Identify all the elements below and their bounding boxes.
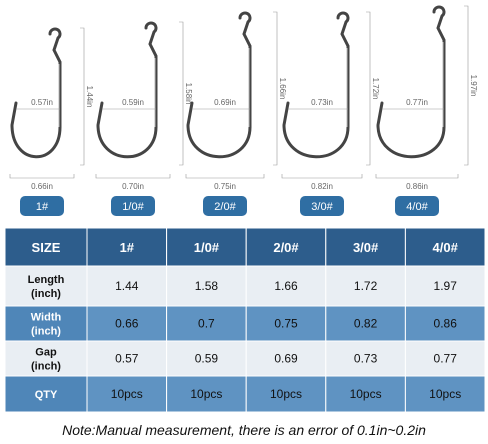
width-bracket	[9, 174, 75, 179]
row-label: Width	[31, 312, 62, 324]
length-label: 1.66in	[278, 78, 287, 100]
cell-text: 10pcs	[111, 387, 143, 401]
table-cell	[325, 375, 406, 413]
header-text: 2/0#	[273, 240, 299, 255]
row-label: Gap	[35, 347, 57, 359]
cell-text: 1.58	[195, 279, 219, 293]
header-text: 3/0#	[353, 240, 379, 255]
width-bracket	[281, 174, 363, 179]
cell-text: 0.73	[354, 352, 378, 366]
width-bracket	[95, 174, 171, 179]
length-bracket	[179, 21, 184, 166]
note: Note:Manual measurement, there is an err…	[62, 422, 426, 438]
header-cell	[404, 227, 486, 267]
table-cell	[404, 375, 486, 413]
cell-text: 0.7	[198, 317, 215, 331]
hook	[186, 11, 252, 159]
gap-label: 0.59in	[122, 98, 144, 107]
width-bracket	[185, 174, 265, 179]
size-badge-label: 2/0#	[214, 201, 236, 213]
size-badge	[111, 196, 155, 216]
table-cell	[166, 340, 247, 377]
length-bracket	[80, 27, 85, 166]
header-text: 4/0#	[433, 240, 459, 255]
table-cell	[86, 265, 168, 307]
cell-text: 10pcs	[190, 387, 222, 401]
size-badge	[203, 196, 247, 216]
hook	[96, 21, 158, 159]
row-label: QTY	[35, 389, 58, 401]
hook	[10, 27, 62, 159]
cell-text: 10pcs	[350, 387, 382, 401]
hooks-and-table: 0.57in 1.44in 0.66in 1# 0.59in 1.58in 0.70in 1/…	[4, 5, 486, 413]
row-label: (inch)	[31, 288, 61, 300]
header-text: 1/0#	[194, 240, 220, 255]
row-label: (inch)	[31, 326, 61, 338]
size-badge	[300, 196, 344, 216]
cell-text: 0.66	[115, 317, 139, 331]
size-badge	[395, 196, 439, 216]
width-label: 0.82in	[311, 182, 333, 191]
table-cell	[404, 340, 486, 377]
cell-text: 10pcs	[270, 387, 302, 401]
cell-text: 10pcs	[429, 387, 461, 401]
table-cell	[166, 375, 247, 413]
hook	[376, 5, 446, 159]
size-badge	[20, 196, 64, 216]
width-bracket	[375, 174, 459, 179]
row-label-cell	[4, 265, 88, 307]
row-label-cell	[4, 375, 88, 413]
width-label: 0.66in	[31, 182, 53, 191]
table-cell	[86, 375, 168, 413]
table-cell	[325, 265, 406, 307]
cell-text: 1.72	[354, 279, 378, 293]
size-badge-label: 1/0#	[122, 201, 144, 213]
header-cell	[86, 227, 168, 267]
cell-text: 0.69	[274, 352, 298, 366]
cell-text: 0.59	[195, 352, 219, 366]
row-label: (inch)	[31, 361, 61, 373]
cell-text: 0.82	[354, 317, 378, 331]
length-label: 1.44in	[85, 86, 94, 108]
cell-text: 1.44	[115, 279, 139, 293]
table-cell	[245, 375, 327, 413]
gap-label: 0.77in	[406, 98, 428, 107]
size-badge-label: 4/0#	[406, 201, 428, 213]
row-label: Length	[28, 274, 65, 286]
header-text: SIZE	[32, 240, 61, 255]
header-cell	[325, 227, 406, 267]
cell-text: 0.86	[434, 317, 458, 331]
length-label: 1.97in	[469, 75, 478, 97]
width-label: 0.86in	[406, 182, 428, 191]
cell-text: 1.97	[434, 279, 458, 293]
table-cell	[245, 305, 327, 342]
table-cell	[166, 305, 247, 342]
cell-text: 0.57	[115, 352, 139, 366]
width-label: 0.70in	[122, 182, 144, 191]
length-bracket	[366, 11, 371, 166]
length-label: 1.58in	[184, 83, 193, 105]
hook	[282, 11, 350, 159]
gap-label: 0.69in	[214, 98, 236, 107]
cell-text: 1.66	[274, 279, 298, 293]
table-cell	[325, 340, 406, 377]
cell-text: 0.77	[434, 352, 458, 366]
width-label: 0.75in	[214, 182, 236, 191]
size-badge-label: 1#	[36, 201, 49, 213]
length-bracket	[273, 11, 278, 166]
cell-text: 0.75	[274, 317, 298, 331]
gap-label: 0.73in	[311, 98, 333, 107]
gap-label: 0.57in	[31, 98, 53, 107]
length-label: 1.72in	[371, 78, 380, 100]
table-cell	[404, 265, 486, 307]
table-cell	[245, 265, 327, 307]
length-bracket	[464, 5, 469, 166]
size-badge-label: 3/0#	[311, 201, 333, 213]
header-text: 1#	[120, 240, 135, 255]
